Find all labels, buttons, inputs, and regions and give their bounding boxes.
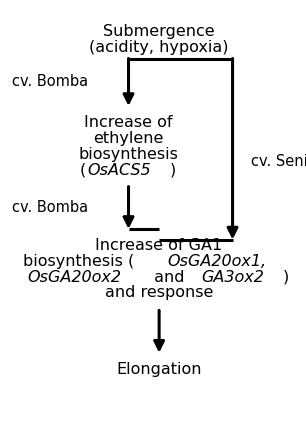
Text: Increase of: Increase of bbox=[84, 115, 173, 131]
Text: Elongation: Elongation bbox=[116, 362, 202, 377]
Text: biosynthesis (: biosynthesis ( bbox=[23, 254, 135, 269]
Text: OsGA20ox1,: OsGA20ox1, bbox=[167, 254, 266, 269]
Text: (acidity, hypoxia): (acidity, hypoxia) bbox=[89, 40, 229, 55]
Text: OsACS5: OsACS5 bbox=[88, 162, 151, 178]
Text: ): ) bbox=[170, 162, 176, 178]
Text: Submergence: Submergence bbox=[103, 24, 215, 39]
Text: GA3ox2: GA3ox2 bbox=[201, 270, 264, 285]
Text: and response: and response bbox=[105, 285, 213, 301]
Text: cv. Senia: cv. Senia bbox=[251, 153, 306, 169]
Text: OsGA20ox2: OsGA20ox2 bbox=[28, 270, 122, 285]
Text: biosynthesis: biosynthesis bbox=[79, 147, 178, 162]
Text: Increase of GA1: Increase of GA1 bbox=[95, 238, 223, 254]
Text: cv. Bomba: cv. Bomba bbox=[12, 74, 88, 89]
Text: ): ) bbox=[282, 270, 289, 285]
Text: and: and bbox=[149, 270, 190, 285]
Text: (: ( bbox=[80, 162, 86, 178]
Text: cv. Bomba: cv. Bomba bbox=[12, 200, 88, 215]
Text: ethylene: ethylene bbox=[93, 131, 164, 146]
